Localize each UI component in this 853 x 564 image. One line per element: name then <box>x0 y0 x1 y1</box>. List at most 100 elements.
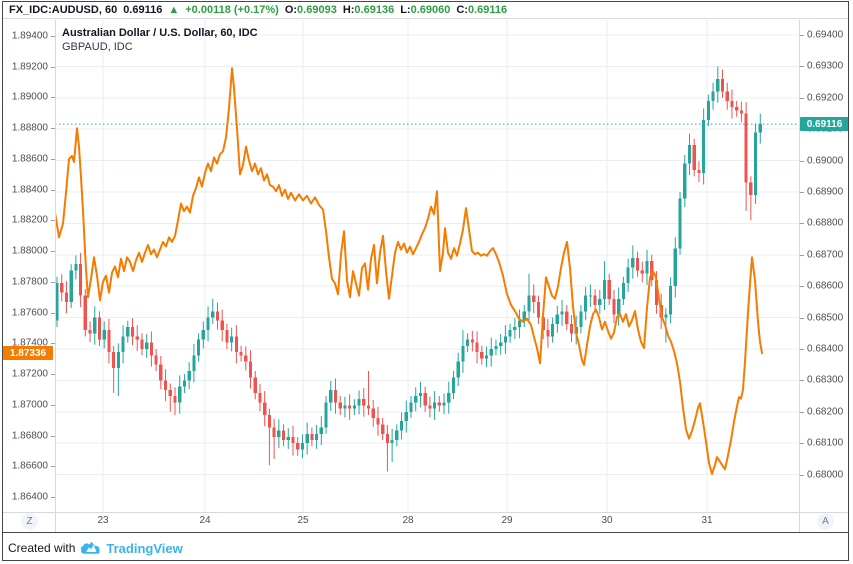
candle-body <box>475 342 479 353</box>
axis-tick-mark <box>800 97 804 99</box>
candle-body <box>154 355 158 365</box>
candle-body <box>494 345 498 349</box>
candle-body <box>263 402 267 415</box>
candle-body <box>621 283 625 299</box>
low-value: L: 0.69060 <box>400 4 451 16</box>
candle-body <box>687 144 692 164</box>
axis-tick-mark <box>51 220 55 222</box>
axis-tick-mark <box>51 312 55 314</box>
candle-body <box>69 270 73 302</box>
tradingview-wordmark[interactable]: TradingView <box>106 540 183 556</box>
high-value: H: 0.69136 <box>342 4 395 16</box>
candle-body <box>352 405 356 409</box>
candle-body <box>508 330 512 337</box>
candle-body <box>725 91 729 101</box>
chart-header: FX_IDC:AUDUSD, 60 0.69116 ▲ +0.00118 (+0… <box>3 2 853 18</box>
candle-body <box>683 163 687 199</box>
time-axis-label: 31 <box>701 515 713 526</box>
legend-main-series[interactable]: Australian Dollar / U.S. Dollar, 60, IDC <box>62 27 258 39</box>
candle-body <box>711 91 715 101</box>
candle-body <box>470 339 474 343</box>
axis-tick-mark <box>800 160 804 162</box>
left-axis-label: 1.88400 <box>11 184 48 196</box>
candle-body <box>319 427 323 434</box>
left-axis-label: 1.89000 <box>11 91 48 103</box>
candle-body <box>74 264 78 271</box>
candle-body <box>513 327 517 331</box>
candle-body <box>291 436 295 444</box>
left-scale-mode-button[interactable]: Z <box>21 513 38 530</box>
right-price-scale[interactable]: 0.694000.693000.692000.691000.690000.689… <box>800 20 849 512</box>
candle-body <box>409 402 413 412</box>
right-axis-label: 0.68100 <box>807 437 844 449</box>
right-axis-label: 0.68900 <box>807 186 844 198</box>
candle-body <box>371 408 375 419</box>
auto-scale-button[interactable]: A <box>817 513 834 530</box>
candle-body <box>423 392 427 406</box>
candle-body <box>130 327 135 337</box>
axis-tick-mark <box>51 435 55 437</box>
right-axis-label: 0.68500 <box>807 312 844 324</box>
time-axis-label: 25 <box>297 515 309 526</box>
left-axis-label: 1.88600 <box>11 153 48 165</box>
candle-body <box>248 361 253 378</box>
candle-body <box>220 320 224 331</box>
candle-body <box>593 295 597 306</box>
candle-body <box>163 380 168 390</box>
axis-tick-mark <box>800 254 804 256</box>
candle-body <box>253 377 257 393</box>
axis-tick-mark <box>800 380 804 382</box>
symbol-title[interactable]: FX_IDC:AUDUSD, 60 <box>9 4 118 16</box>
candle-body <box>447 392 451 403</box>
axis-tick-mark <box>800 286 804 288</box>
axis-tick-mark <box>51 343 55 345</box>
time-scale[interactable]: 23 24 25 28 29 30 31 <box>0 513 853 532</box>
candle-body <box>305 433 309 444</box>
left-axis-label: 1.86400 <box>11 491 48 503</box>
candle-body <box>338 402 342 409</box>
candle-body <box>173 396 177 403</box>
candle-body <box>527 295 531 312</box>
candle-body <box>182 380 187 387</box>
candle-body <box>281 430 286 441</box>
time-axis-separator <box>3 512 849 513</box>
left-axis-label: 1.87600 <box>11 307 48 319</box>
candle-body <box>598 298 602 306</box>
axis-tick-mark <box>51 374 55 376</box>
right-axis-label: 0.68600 <box>807 280 844 292</box>
candle-body <box>187 370 191 381</box>
axis-tick-mark <box>51 189 55 191</box>
candle-body <box>135 336 139 340</box>
candle-body <box>357 399 361 406</box>
attribution-prefix: Created with <box>8 541 76 555</box>
candle-body <box>296 443 300 450</box>
candle-body <box>451 377 456 393</box>
tradingview-logo-icon[interactable] <box>80 541 101 555</box>
left-scale-separator <box>55 20 56 532</box>
legend-compare-series[interactable]: GBPAUD, IDC <box>62 41 133 53</box>
left-price-scale[interactable]: 1.89400 1.89200 1.89000 1.88800 1.88600 1.884… <box>3 20 55 512</box>
current-price-label: 0.69116 <box>800 117 849 132</box>
candle-body <box>126 327 130 337</box>
candle-body <box>739 110 743 114</box>
candle-body <box>272 427 276 437</box>
price-chart-pane[interactable] <box>55 20 800 512</box>
time-axis-label: 30 <box>601 515 613 526</box>
right-axis-label: 0.68800 <box>807 217 844 229</box>
candle-body <box>607 279 611 299</box>
axis-tick-mark <box>51 128 55 130</box>
candle-body <box>140 339 144 349</box>
candle-body <box>673 248 677 287</box>
candle-body <box>532 295 536 302</box>
candle-body <box>456 361 460 378</box>
candle-body <box>244 355 248 362</box>
candle-body <box>178 386 182 403</box>
candle-body <box>480 352 484 359</box>
axis-tick-mark <box>51 497 55 498</box>
candle-body <box>277 430 281 437</box>
right-axis-label: 0.69000 <box>807 155 844 167</box>
candle-body <box>79 264 83 296</box>
left-axis-label: 1.87800 <box>11 276 48 288</box>
candle-body <box>716 78 720 92</box>
candle-body <box>93 317 97 334</box>
